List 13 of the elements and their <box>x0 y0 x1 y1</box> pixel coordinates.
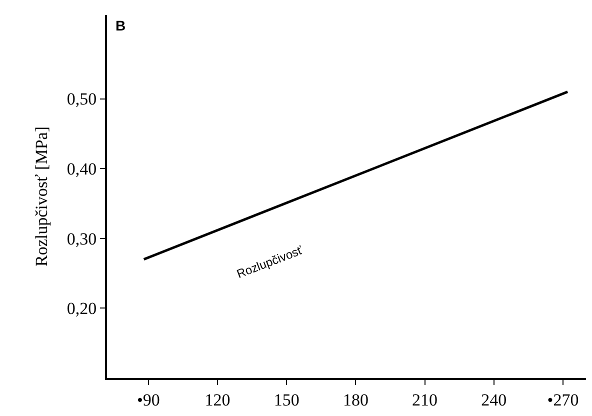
y-tick-label: 0,50 <box>66 90 97 109</box>
x-tick-label: 240 <box>481 390 507 410</box>
y-axis-title: Rozlupčivosť [MPa] <box>32 126 51 266</box>
chart-title: B <box>115 18 126 34</box>
y-tick-label: 0,20 <box>66 299 97 318</box>
x-tick-label: 180 <box>342 390 368 410</box>
x-tick-label: 120 <box>204 390 230 410</box>
x-tick-label: 210 <box>412 390 438 410</box>
y-tick-label: 0,40 <box>66 160 97 179</box>
x-tick-label: 150 <box>274 390 300 410</box>
x-tick-label: •90 <box>136 390 160 410</box>
x-tick-label: •270 <box>547 390 579 410</box>
y-tick-label: 0,30 <box>66 229 97 248</box>
